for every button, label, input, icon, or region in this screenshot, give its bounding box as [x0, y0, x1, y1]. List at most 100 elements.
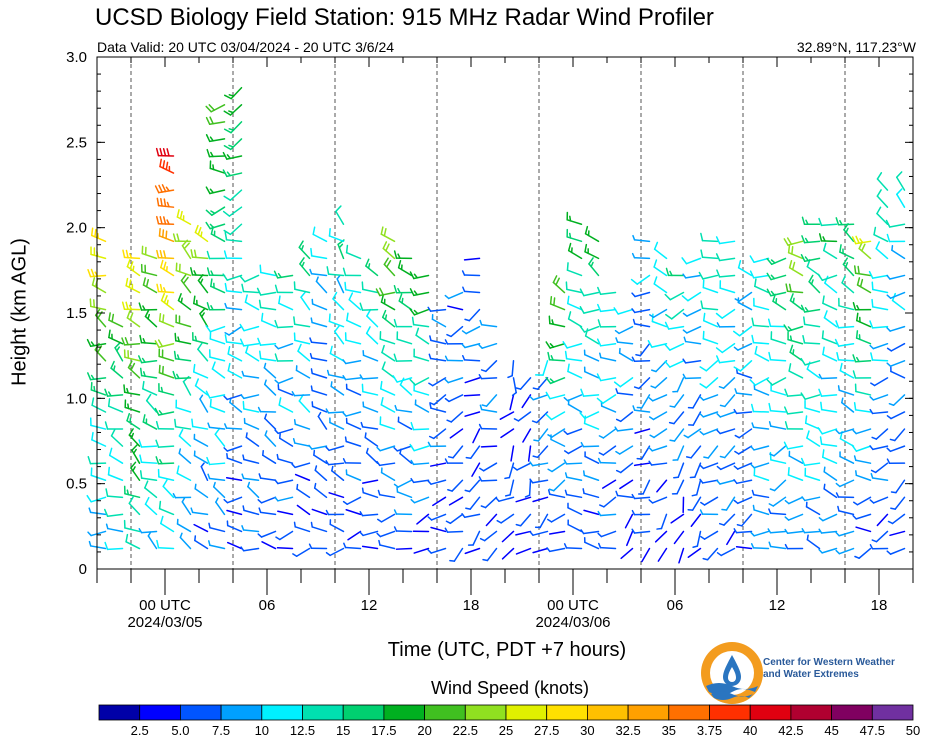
barb-feather: [240, 546, 245, 552]
wind-barb: [835, 547, 855, 555]
barb-feather: [787, 326, 793, 331]
barb-feather: [247, 481, 251, 488]
barb-staff: [584, 455, 600, 464]
wind-barb: [397, 259, 413, 277]
wind-barb: [734, 445, 753, 455]
wind-barb: [647, 340, 668, 348]
barb-feather: [614, 426, 619, 432]
wind-barb: [361, 383, 379, 396]
wind-barb: [818, 373, 838, 380]
wind-barb: [822, 242, 838, 260]
barb-staff: [140, 445, 158, 448]
barb-feather: [768, 508, 772, 514]
wind-barb: [126, 310, 141, 328]
wind-barb: [224, 231, 243, 243]
barb-staff: [582, 394, 600, 397]
barb-feather: [822, 242, 827, 252]
barb-feather: [515, 387, 522, 390]
wind-barb: [615, 388, 634, 396]
barb-feather: [156, 283, 160, 293]
wind-barb: [359, 510, 379, 517]
wind-barb: [769, 479, 787, 492]
wind-barb: [869, 544, 889, 550]
wind-barb: [650, 360, 668, 373]
barb-feather: [155, 456, 160, 465]
barb-feather: [240, 394, 245, 400]
barb-staff: [638, 377, 651, 390]
wind-barb: [671, 479, 685, 495]
barb-staff: [599, 342, 617, 347]
barb-staff: [737, 496, 753, 505]
barb-feather: [529, 531, 534, 536]
barb-staff: [602, 394, 617, 404]
barb-feather: [344, 436, 347, 443]
barb-feather: [325, 509, 330, 516]
barb-staff: [230, 86, 243, 100]
wind-barb: [678, 547, 685, 564]
wind-barb: [718, 377, 736, 389]
wind-barb: [110, 360, 124, 379]
barb-staff: [414, 377, 430, 386]
barb-feather: [444, 378, 450, 384]
wind-barb: [787, 244, 804, 260]
barb-feather: [380, 380, 383, 390]
barb-feather: [700, 300, 704, 310]
wind-barb: [702, 279, 719, 294]
wind-barb: [174, 418, 192, 430]
wind-barb: [804, 399, 821, 413]
barb-feather: [597, 319, 602, 328]
barb-feather: [851, 444, 858, 452]
barb-feather: [126, 413, 131, 422]
barb-staff: [145, 399, 158, 413]
barb-feather: [580, 441, 585, 448]
barb-staff: [277, 428, 294, 435]
wind-barb: [104, 508, 124, 518]
barb-staff: [485, 394, 498, 407]
barb-staff: [522, 428, 532, 443]
barb-feather: [841, 275, 846, 284]
wind-barb: [853, 265, 872, 277]
wind-barb: [634, 428, 651, 434]
barb-staff: [208, 138, 226, 143]
barb-feather: [212, 481, 216, 488]
wind-barb: [687, 547, 702, 558]
barb-feather: [787, 466, 790, 476]
wind-barb: [648, 460, 668, 466]
barb-staff: [329, 352, 345, 362]
wind-barb: [681, 291, 702, 302]
barb-staff: [193, 302, 209, 311]
wind-barb: [413, 547, 430, 554]
wind-barb: [87, 530, 107, 537]
barb-staff: [337, 243, 345, 260]
barb-staff: [452, 445, 464, 459]
barb-feather: [551, 319, 555, 325]
barb-staff: [619, 462, 634, 474]
barb-feather: [226, 452, 229, 459]
barb-feather: [804, 256, 809, 262]
wind-barb: [690, 513, 702, 527]
wind-barb: [342, 359, 362, 365]
barb-staff: [584, 541, 600, 550]
wind-barb: [463, 394, 481, 397]
wind-barb: [886, 233, 906, 243]
barb-feather: [770, 259, 776, 264]
barb-feather: [317, 411, 322, 418]
wind-barb: [274, 319, 294, 329]
wind-barb: [855, 526, 872, 533]
barb-feather: [580, 388, 585, 397]
barb-feather: [256, 287, 262, 296]
wind-barb: [784, 513, 804, 521]
barb-staff: [676, 479, 685, 495]
wind-barb: [733, 360, 753, 372]
barb-staff: [468, 479, 481, 493]
barb-staff: [191, 511, 209, 516]
barb-staff: [380, 233, 396, 243]
barb-feather: [821, 330, 824, 340]
barb-feather: [791, 246, 794, 255]
wind-barb: [125, 533, 141, 550]
barb-staff: [753, 509, 770, 516]
barb-staff: [209, 189, 226, 195]
barb-staff: [142, 388, 158, 396]
barb-staff: [464, 513, 481, 519]
wind-barb: [532, 496, 549, 503]
